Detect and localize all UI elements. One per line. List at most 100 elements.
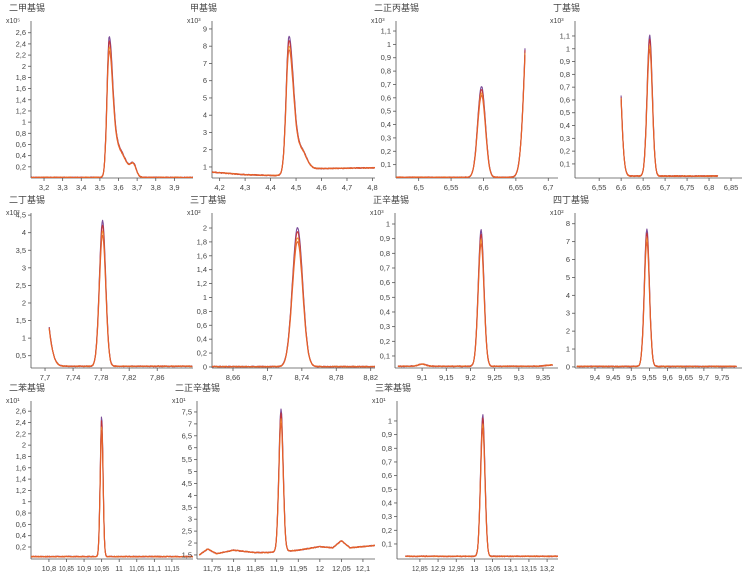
x-tick-label: 9,5 — [626, 373, 636, 382]
x-tick-label: 6,6 — [616, 183, 626, 192]
x-tick-label: 11,95 — [289, 564, 307, 573]
y-tick-label: 1,1 — [560, 31, 570, 40]
y-tick-label: 2 — [188, 539, 192, 548]
y-multiplier-label: x10³ — [187, 18, 201, 25]
x-tick-label: 3,4 — [76, 183, 86, 192]
x-tick-label: 8,78 — [329, 373, 344, 382]
y-tick-label: 0,8 — [382, 444, 392, 453]
y-tick-label: 0,8 — [197, 307, 207, 316]
x-tick-label: 11,85 — [246, 564, 264, 573]
y-tick-label: 0,2 — [16, 543, 26, 552]
x-tick-label: 9,75 — [715, 373, 730, 382]
x-tick-label: 10,9 — [77, 564, 92, 573]
y-tick-label: 0,7 — [381, 80, 391, 89]
x-tick-label: 6,65 — [636, 183, 651, 192]
y-tick-label: 0,6 — [16, 520, 26, 529]
y-tick-label: 0,4 — [382, 498, 392, 507]
y-tick-label: 0,5 — [380, 293, 390, 302]
y-tick-label: 0,2 — [197, 349, 207, 358]
series-trace-4 — [397, 243, 553, 368]
y-tick-label: 0,7 — [560, 83, 570, 92]
y-multiplier-label: x10¹ — [6, 398, 20, 405]
y-tick-label: 0,6 — [382, 471, 392, 480]
y-tick-label: 0,8 — [560, 70, 570, 79]
panel-9: 二苯基锡 x10¹ 0,2 0,4 0,6 0,8 1 1,2 1,4 1,6 1,8 2 2,2 2,4… — [6, 382, 193, 573]
y-multiplier-label: x10⁵ — [6, 18, 20, 25]
series-trace-3 — [31, 46, 193, 178]
y-tick-label: 4,5 — [182, 479, 192, 488]
x-tick-label: 7,7 — [40, 373, 50, 382]
y-tick-label: 3,5 — [182, 503, 192, 512]
y-tick-label: 1 — [203, 293, 207, 302]
y-tick-label: 0,6 — [197, 321, 207, 330]
panel-title: 丁基锡 — [553, 2, 580, 13]
y-tick-label: 1,6 — [16, 463, 26, 472]
series-trace-2 — [31, 40, 193, 178]
series-trace-2 — [31, 420, 193, 558]
y-tick-label: 0,1 — [381, 160, 391, 169]
x-tick-label: 3,2 — [39, 183, 49, 192]
series-trace-2 — [620, 38, 719, 178]
y-tick-label: 4 — [203, 111, 207, 120]
y-tick-label: 0,7 — [382, 457, 392, 466]
x-tick-label: 12,95 — [448, 564, 464, 573]
x-tick-label: 13,1 — [503, 564, 518, 573]
panel-2: 甲基锡 x10³ 1 2 3 4 5 6 7 8 9 4,2 4,3 4,4 4,5 4,6 4,7 4,8 — [187, 2, 378, 192]
panel-title: 三苯基锡 — [375, 382, 411, 393]
series-trace-1 — [198, 408, 375, 556]
y-multiplier-label: x10³ — [550, 18, 564, 25]
panel-7: 正辛基锡 x10³ 0,1 0,2 0,3 0,4 0,5 0,6 0,7 0,8 0,9 1 9,1 9… — [370, 194, 558, 382]
x-tick-label: 10,8 — [42, 564, 57, 573]
x-tick-label: 4,7 — [342, 183, 352, 192]
y-tick-label: 2 — [566, 327, 570, 336]
y-tick-label: 7 — [566, 237, 570, 246]
series-trace-4 — [405, 427, 558, 558]
x-tick-label: 12,05 — [332, 564, 351, 573]
y-tick-label: 0,2 — [382, 526, 392, 535]
y-tick-label: 1,6 — [16, 84, 26, 93]
x-tick-label: 8,7 — [262, 373, 272, 382]
y-tick-label: 0,5 — [560, 108, 570, 117]
y-tick-label: 1 — [22, 118, 26, 127]
y-tick-label: 0,6 — [381, 93, 391, 102]
x-tick-label: 7,82 — [122, 373, 137, 382]
y-tick-label: 0,8 — [380, 249, 390, 258]
y-tick-label: 0,1 — [380, 351, 390, 360]
y-tick-label: 1 — [388, 416, 392, 425]
y-tick-label: 6 — [188, 443, 192, 452]
y-tick-label: 0,2 — [381, 147, 391, 156]
y-tick-label: 1 — [566, 44, 570, 53]
y-tick-label: 1 — [386, 219, 390, 228]
series-trace-1 — [576, 228, 737, 368]
series-trace-3 — [198, 418, 375, 556]
y-tick-label: 0 — [203, 362, 207, 371]
series-trace-4 — [620, 48, 719, 178]
series-trace-1 — [620, 34, 719, 178]
x-tick-label: 3,9 — [169, 183, 179, 192]
x-tick-label: 6,7 — [660, 183, 670, 192]
x-tick-label: 9,55 — [642, 373, 657, 382]
y-multiplier-label: x10² — [187, 210, 201, 217]
x-tick-label: 4,6 — [316, 183, 326, 192]
x-tick-label: 11,15 — [164, 564, 179, 573]
y-tick-label: 2 — [22, 441, 26, 450]
x-tick-label: 9,6 — [662, 373, 672, 382]
y-tick-label: 1,4 — [197, 265, 207, 274]
panel-5: 二丁基锡 x10² 0,5 1 1,5 2 2,5 3 3,5 4 4,5 7,7 7,74 7,78 7,… — [6, 194, 193, 382]
y-tick-label: 7,5 — [182, 407, 192, 416]
y-tick-label: 0,7 — [380, 263, 390, 272]
series-trace-4 — [48, 234, 193, 368]
panel-title: 二苯基锡 — [9, 382, 45, 393]
series-trace-2 — [212, 40, 375, 177]
y-tick-label: 3 — [203, 128, 207, 137]
y-tick-label: 0,4 — [381, 120, 391, 129]
series-trace-4 — [212, 49, 375, 177]
series-trace-2 — [212, 231, 375, 368]
x-tick-label: 9,35 — [536, 373, 551, 382]
y-tick-label: 2,4 — [16, 418, 26, 427]
y-tick-label: 1,4 — [16, 475, 26, 484]
x-tick-label: 8,74 — [295, 373, 310, 382]
y-tick-label: 0,3 — [382, 512, 392, 521]
y-tick-label: 6 — [566, 255, 570, 264]
